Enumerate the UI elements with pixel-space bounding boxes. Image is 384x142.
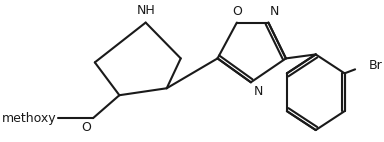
Text: methoxy: methoxy [2,112,56,125]
Text: N: N [270,5,280,18]
Text: N: N [253,85,263,98]
Text: NH: NH [136,4,155,17]
Text: Br: Br [369,59,383,72]
Text: O: O [81,121,91,134]
Text: O: O [232,5,242,18]
